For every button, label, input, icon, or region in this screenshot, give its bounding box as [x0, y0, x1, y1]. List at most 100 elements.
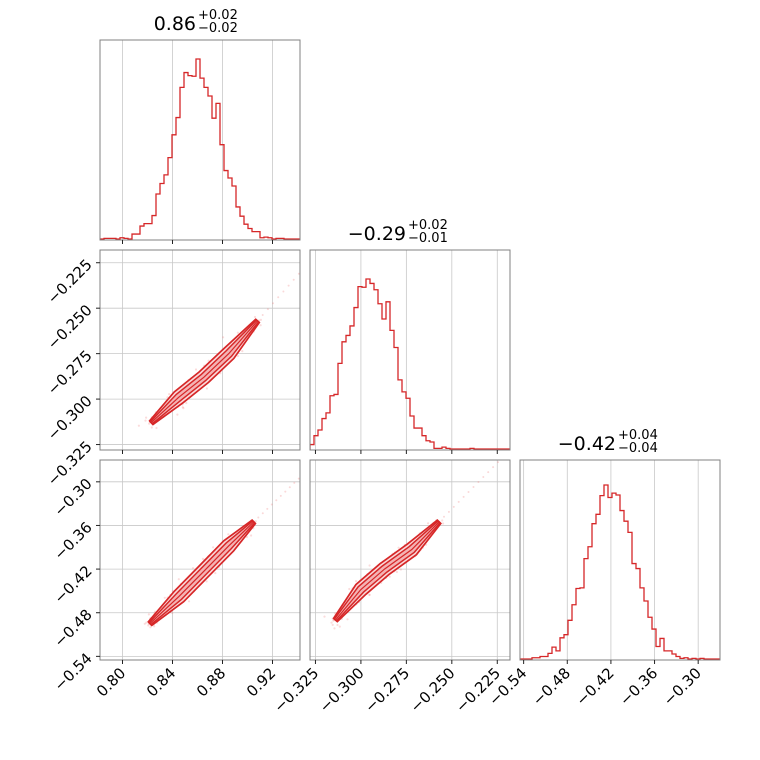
- scatter-point: [222, 336, 225, 339]
- scatter-point: [287, 284, 290, 287]
- scatter-point: [316, 460, 318, 462]
- scatter-point: [143, 622, 146, 625]
- histogram-step-line: [310, 278, 510, 450]
- scatter-point: [297, 477, 300, 480]
- scatter-point: [275, 499, 278, 502]
- scatter-panel-p1-p2: [309, 441, 519, 664]
- scatter-point: [442, 522, 445, 525]
- scatter-point: [250, 534, 253, 537]
- panel-title-plus: +0.02: [198, 8, 238, 23]
- histogram-panel-p0: 0.86 +0.02−0.02: [99, 8, 301, 244]
- scatter-point: [457, 500, 460, 503]
- scatter-point: [212, 546, 215, 549]
- scatter-point: [345, 220, 347, 222]
- scatter-point: [241, 350, 244, 353]
- scatter-point: [266, 308, 269, 311]
- panel-title-value: −0.29: [348, 223, 406, 245]
- panel-title-minus: −0.01: [408, 231, 448, 246]
- scatter-point: [171, 611, 174, 615]
- scatter-point: [297, 272, 300, 275]
- scatter-point: [333, 627, 336, 630]
- y-tick-label: −0.48: [50, 606, 95, 651]
- x-tick-label: −0.250: [407, 664, 459, 716]
- scatter-point: [253, 315, 257, 319]
- scatter-point: [155, 426, 158, 430]
- scatter-point: [205, 387, 208, 390]
- scatter-point: [443, 515, 445, 518]
- scatter-point: [149, 626, 152, 629]
- scatter-point: [354, 580, 358, 583]
- x-tick-label: 0.84: [143, 664, 179, 700]
- scatter-point: [339, 226, 341, 228]
- panel-frame: [309, 459, 511, 661]
- scatter-point: [368, 564, 371, 567]
- scatter-point: [163, 596, 166, 599]
- x-tick-label: −0.325: [270, 664, 322, 716]
- scatter-point: [332, 619, 335, 622]
- scatter-point: [492, 466, 495, 469]
- scatter-point: [284, 490, 287, 493]
- y-tick-label: −0.250: [44, 301, 96, 353]
- y-tick-label: −0.300: [44, 392, 96, 444]
- scatter-point: [270, 503, 273, 506]
- scatter-point: [288, 486, 291, 489]
- scatter-point: [259, 318, 262, 321]
- panel-title-minus: −0.04: [618, 441, 658, 456]
- scatter-point: [185, 401, 188, 405]
- panel-content: [137, 220, 347, 430]
- scatter-point: [254, 520, 257, 523]
- y-tick-label: −0.275: [44, 347, 96, 399]
- scatter-point: [282, 290, 285, 293]
- scatter-point: [399, 568, 402, 571]
- scatter-point: [177, 578, 180, 581]
- scatter-point: [148, 422, 151, 425]
- scatter-point: [293, 481, 296, 484]
- scatter-point: [331, 623, 334, 627]
- y-tick-label: −0.42: [50, 562, 95, 607]
- scatter-point: [311, 465, 313, 467]
- scatter-panel-p0-p2: [96, 456, 322, 664]
- y-tick-label: −0.54: [50, 649, 95, 694]
- scatter-point: [201, 557, 204, 561]
- scatter-point: [482, 476, 485, 478]
- panel-frame: [99, 459, 301, 661]
- scatter-point: [166, 396, 169, 399]
- scatter-point: [257, 516, 260, 519]
- scatter-point: [336, 623, 339, 627]
- scatter-point: [324, 243, 326, 245]
- scatter-point: [320, 456, 322, 458]
- scatter-point: [388, 575, 391, 578]
- scatter-point: [214, 572, 217, 575]
- scatter-point: [145, 416, 148, 419]
- scatter-point: [266, 507, 269, 510]
- panel-title-plus: +0.02: [408, 218, 448, 233]
- x-tick-label: 0.88: [193, 664, 229, 700]
- scatter-point: [245, 535, 248, 539]
- x-tick-label: −0.275: [361, 664, 413, 716]
- x-tick-label: 0.92: [243, 664, 279, 700]
- scatter-point: [144, 419, 147, 422]
- scatter-point: [261, 512, 264, 515]
- panel-frame: [99, 39, 301, 241]
- scatter-point: [292, 278, 295, 281]
- scatter-point: [205, 580, 208, 583]
- scatter-point: [517, 441, 519, 443]
- panel-content: [520, 484, 720, 660]
- scatter-point: [467, 491, 470, 493]
- scatter-point: [368, 593, 371, 597]
- panel-content: [310, 278, 510, 450]
- y-tick-label: −0.36: [50, 518, 95, 563]
- scatter-point: [302, 473, 304, 475]
- histogram-panel-p2: −0.42 +0.04−0.04: [519, 428, 721, 664]
- scatter-point: [397, 546, 400, 549]
- contour-inner: [150, 320, 258, 424]
- scatter-point: [187, 600, 191, 603]
- contour-68: [333, 519, 442, 622]
- contour-inner: [335, 521, 440, 621]
- x-tick-label: −0.42: [573, 664, 618, 709]
- panel-frame: [99, 249, 301, 451]
- scatter-point: [368, 593, 371, 596]
- scatter-point: [452, 505, 455, 508]
- scatter-point: [181, 406, 184, 409]
- scatter-point: [497, 461, 499, 464]
